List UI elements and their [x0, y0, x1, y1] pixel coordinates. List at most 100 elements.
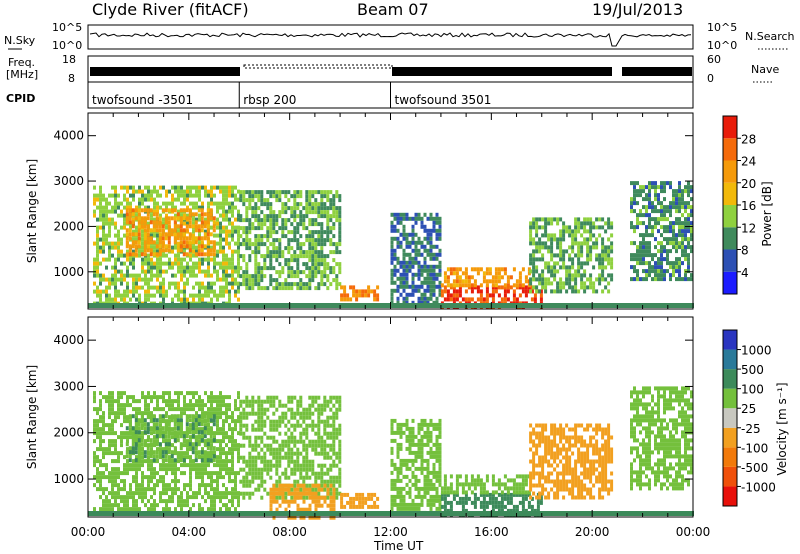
- heatmap-cell: [654, 273, 657, 278]
- heatmap-cell: [402, 268, 406, 273]
- heatmap-cell: [287, 246, 291, 251]
- heatmap-cell: [506, 279, 510, 284]
- heatmap-cell: [108, 391, 111, 396]
- heatmap-cell: [186, 189, 189, 194]
- heatmap-cell: [417, 248, 421, 253]
- heatmap-cell: [219, 391, 222, 396]
- heatmap-cell: [234, 491, 237, 496]
- heatmap-cell: [420, 224, 424, 229]
- heatmap-cell: [213, 193, 216, 198]
- heatmap-cell: [269, 230, 273, 235]
- heatmap-cell: [574, 253, 578, 258]
- heatmap-cell: [144, 289, 147, 294]
- heatmap-cell: [532, 249, 536, 254]
- heatmap-cell: [237, 499, 240, 504]
- heatmap-cell: [660, 277, 663, 282]
- heatmap-cell: [630, 225, 633, 230]
- heatmap-cell: [278, 455, 282, 460]
- heatmap-cell: [203, 434, 207, 439]
- heatmap-cell: [171, 471, 174, 476]
- heatmap-cell: [458, 275, 462, 280]
- heatmap-cell: [99, 205, 102, 210]
- heatmap-cell: [372, 303, 374, 308]
- heatmap-cell: [201, 479, 204, 484]
- heatmap-cell: [155, 228, 159, 233]
- heatmap-cell: [260, 435, 264, 440]
- heatmap-cell: [651, 181, 654, 186]
- heatmap-cell: [105, 289, 108, 294]
- heatmap-cell: [188, 212, 192, 217]
- heatmap-cell: [167, 220, 171, 225]
- heatmap-cell: [222, 209, 225, 214]
- heatmap-cell: [532, 285, 536, 290]
- heatmap-cell: [219, 249, 222, 254]
- heatmap-cell: [384, 303, 386, 308]
- heatmap-cell: [446, 297, 450, 302]
- heatmap-cell: [332, 242, 336, 247]
- heatmap-cell: [550, 249, 554, 254]
- heatmap-cell: [390, 280, 394, 285]
- heatmap-cell: [690, 249, 693, 254]
- heatmap-cell: [251, 427, 255, 432]
- heatmap-cell: [206, 458, 210, 463]
- heatmap-cell: [263, 218, 267, 223]
- heatmap-cell: [287, 419, 291, 424]
- heatmap-cell: [149, 220, 153, 225]
- heatmap-cell: [284, 495, 288, 500]
- heatmap-cell: [305, 202, 309, 207]
- heatmap-cell: [117, 253, 120, 258]
- heatmap-cell: [284, 246, 288, 251]
- heatmap-cell: [423, 280, 427, 285]
- heatmap-cell: [158, 430, 162, 435]
- heatmap-cell: [207, 471, 210, 476]
- heatmap-cell: [657, 269, 660, 274]
- heatmap-cell: [254, 435, 258, 440]
- heatmap-cell: [577, 217, 581, 222]
- heatmap-cell: [672, 269, 675, 274]
- heatmap-cell: [642, 189, 645, 194]
- heatmap-cell: [210, 411, 213, 416]
- heatmap-cell: [111, 209, 114, 214]
- heatmap-cell: [577, 249, 581, 254]
- heatmap-cell: [476, 297, 480, 302]
- heatmap-cell: [204, 499, 207, 504]
- heatmap-cell: [562, 253, 566, 258]
- heatmap-cell: [99, 189, 102, 194]
- heatmap-cell: [687, 245, 690, 250]
- heatmap-cell: [642, 185, 645, 190]
- heatmap-cell: [183, 249, 186, 254]
- heatmap-cell: [411, 248, 415, 253]
- heatmap-cell: [201, 427, 204, 432]
- heatmap-cell: [396, 260, 400, 265]
- heatmap-cell: [672, 273, 675, 278]
- heatmap-cell: [417, 264, 421, 269]
- heatmap-cell: [131, 244, 135, 249]
- heatmap-cell: [429, 284, 433, 289]
- heatmap-cell: [239, 491, 243, 496]
- heatmap-cell: [189, 435, 192, 440]
- heatmap-cell: [305, 483, 309, 488]
- heatmap-cell: [533, 293, 537, 298]
- heatmap-cell: [574, 237, 578, 242]
- heatmap-cell: [245, 411, 249, 416]
- heatmap-cell: [131, 434, 135, 439]
- heatmap-cell: [237, 269, 240, 274]
- heatmap-cell: [132, 303, 134, 308]
- heatmap-cell: [237, 229, 240, 234]
- heatmap-cell: [338, 250, 342, 255]
- heatmap-cell: [242, 415, 246, 420]
- heatmap-cell: [272, 238, 276, 243]
- heatmap-cell: [105, 475, 108, 480]
- heatmap-cell: [122, 303, 124, 308]
- heatmap-cell: [150, 399, 153, 404]
- heatmap-cell: [423, 212, 427, 217]
- heatmap-cell: [317, 435, 321, 440]
- y-tick-label: 4000: [53, 129, 84, 143]
- heatmap-cell: [275, 278, 279, 283]
- heatmap-cell: [305, 463, 309, 468]
- heatmap-cell: [164, 430, 168, 435]
- heatmap-cell: [532, 261, 536, 266]
- heatmap-cell: [147, 265, 150, 270]
- heatmap-cell: [311, 399, 315, 404]
- heatmap-cell: [260, 455, 264, 460]
